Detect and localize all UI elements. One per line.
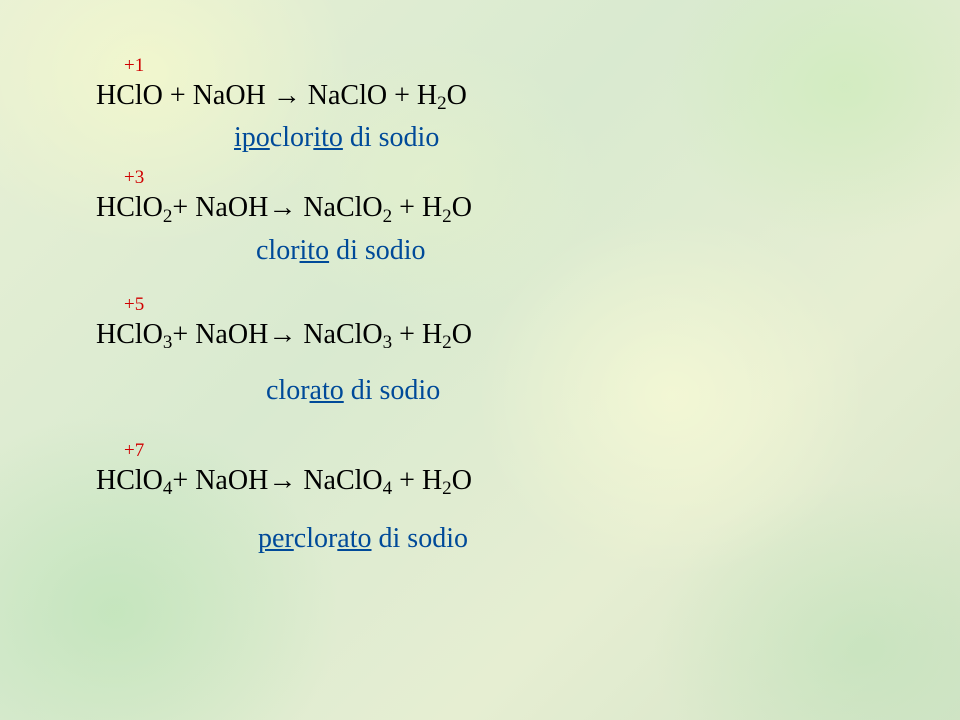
reaction-1: +1 HClO + NaOH → NaClO + H2O ipoclorito … xyxy=(96,56,960,154)
compound-name-3: clorato di sodio xyxy=(266,375,960,407)
oxidation-state-2: +3 xyxy=(124,168,960,187)
arrow-icon: → xyxy=(268,318,296,349)
compound-name-4: perclorato di sodio xyxy=(258,523,960,555)
slide: +1 HClO + NaOH → NaClO + H2O ipoclorito … xyxy=(0,0,960,720)
oxidation-state-1: +1 xyxy=(124,56,960,75)
arrow-icon: → xyxy=(268,464,296,495)
compound-name-1: ipoclorito di sodio xyxy=(234,122,960,154)
oxidation-state-3: +5 xyxy=(124,295,960,314)
reaction-3: +5 HClO3+ NaOH→ NaClO3 + H2O clorato di … xyxy=(96,295,960,407)
equation-4: HClO4+ NaOH→ NaClO4 + H2O xyxy=(96,464,960,497)
arrow-icon: → xyxy=(268,191,296,222)
equation-1: HClO + NaOH → NaClO + H2O xyxy=(96,79,960,112)
reaction-2: +3 HClO2+ NaOH→ NaClO2 + H2O clorito di … xyxy=(96,168,960,266)
arrow-icon: → xyxy=(273,79,301,110)
equation-2: HClO2+ NaOH→ NaClO2 + H2O xyxy=(96,191,960,224)
oxidation-state-4: +7 xyxy=(124,441,960,460)
equation-3: HClO3+ NaOH→ NaClO3 + H2O xyxy=(96,318,960,351)
reaction-4: +7 HClO4+ NaOH→ NaClO4 + H2O perclorato … xyxy=(96,441,960,555)
compound-name-2: clorito di sodio xyxy=(256,235,960,267)
